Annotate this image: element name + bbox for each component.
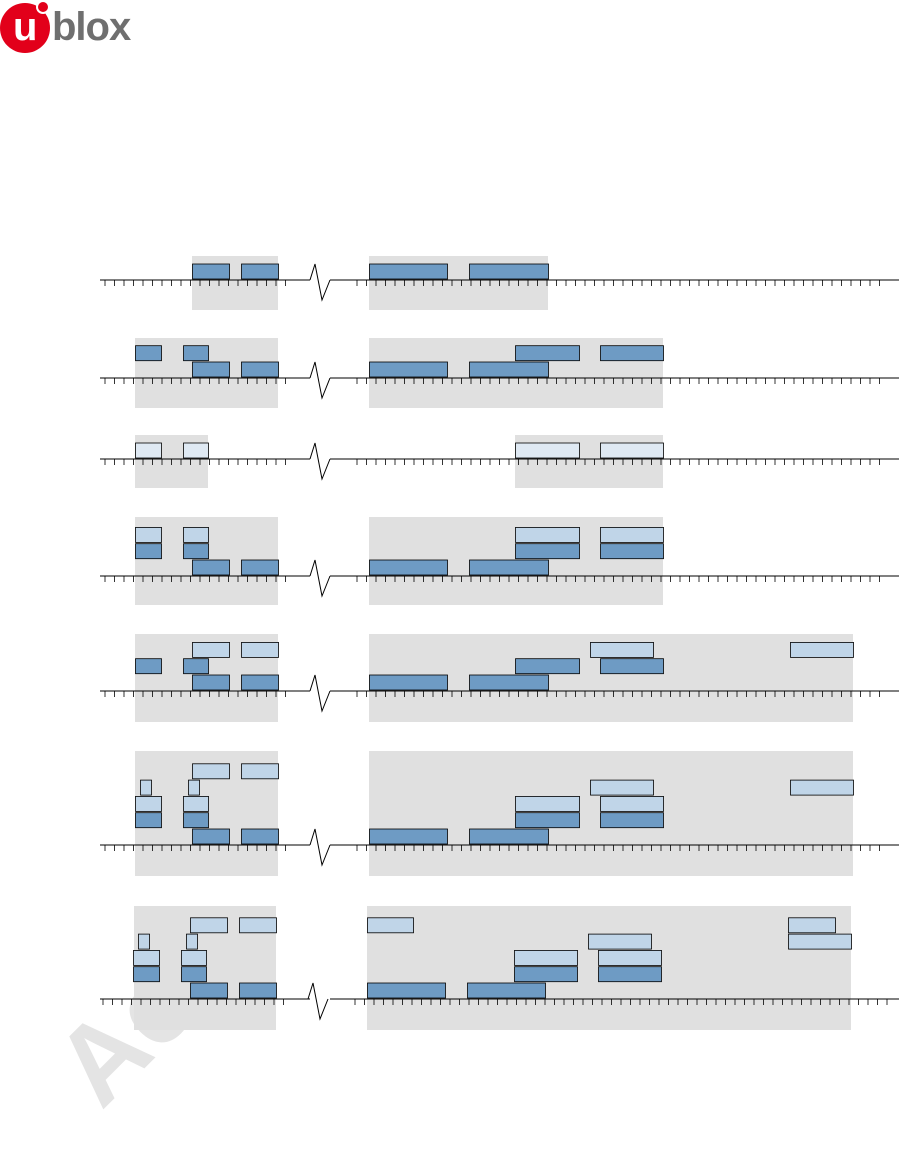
row-2-axis-break-icon [309, 361, 331, 400]
row-7-block-8 [788, 933, 852, 950]
row-4-block-1 [135, 527, 162, 543]
row-6-block-1 [192, 763, 230, 780]
row-6-block-14 [600, 812, 664, 829]
row-6-block-16 [241, 828, 279, 845]
row-3-axis-break-icon [309, 442, 331, 481]
row-7-block-18 [239, 982, 277, 999]
row-6-block-3 [140, 779, 152, 796]
row-6-block-18 [469, 828, 549, 845]
logo-text: blox [52, 5, 131, 49]
row-4-block-2 [183, 527, 209, 543]
row-5-block-11 [369, 674, 448, 691]
row-2-block-7 [369, 361, 448, 378]
row-4-block-5 [135, 543, 162, 560]
row-6-block-6 [790, 779, 854, 796]
row-7-block-15 [514, 966, 578, 983]
row-3-block-1 [135, 442, 162, 459]
row-7-block-14 [181, 966, 207, 983]
row-2-block-1 [135, 345, 162, 362]
row-4-block-3 [515, 527, 580, 543]
row-6-block-10 [600, 796, 664, 812]
row-4-block-4 [600, 527, 664, 543]
row-3-block-2 [183, 442, 209, 459]
row-5-block-12 [469, 674, 549, 691]
row-1-axis-break-icon [309, 263, 331, 302]
row-7-block-9 [133, 950, 160, 966]
row-5-block-8 [600, 658, 664, 675]
row-1-block-1 [192, 263, 230, 280]
row-7-block-19 [367, 982, 446, 999]
row-7-block-2 [239, 917, 277, 934]
row-7-block-7 [588, 933, 652, 950]
row-4-axis-break-icon [309, 559, 331, 598]
row-7-block-6 [186, 933, 198, 950]
row-5-block-5 [135, 658, 162, 675]
row-1-block-3 [369, 263, 448, 280]
row-6-block-4 [188, 779, 200, 796]
row-7-block-5 [138, 933, 150, 950]
row-4-block-10 [241, 559, 279, 576]
row-7-block-17 [190, 982, 228, 999]
row-1-block-4 [469, 263, 549, 280]
row-4-block-7 [515, 543, 580, 560]
row-7-block-12 [598, 950, 662, 966]
row-2-block-5 [192, 361, 230, 378]
row-4-block-11 [369, 559, 448, 576]
row-5-block-3 [590, 642, 654, 658]
row-7-block-16 [598, 966, 662, 983]
row-5-block-7 [515, 658, 580, 675]
row-5-block-4 [790, 642, 854, 658]
row-4-block-8 [600, 543, 664, 560]
row-6-block-13 [515, 812, 580, 829]
row-5-axis-break-icon [309, 674, 331, 713]
row-3-block-3 [515, 442, 580, 459]
row-7-block-3 [367, 917, 414, 934]
row-2-block-3 [515, 345, 580, 362]
logo-spark-icon [36, 0, 50, 14]
row-2-block-8 [469, 361, 549, 378]
row-4-block-9 [192, 559, 230, 576]
row-6-block-8 [183, 796, 209, 812]
logo-u-letter: u [13, 5, 38, 49]
row-2-block-2 [183, 345, 209, 362]
row-6-block-2 [241, 763, 279, 780]
row-1-block-2 [241, 263, 279, 280]
row-5-block-9 [192, 674, 230, 691]
row-6-block-7 [135, 796, 162, 812]
row-6-block-17 [369, 828, 448, 845]
row-2-block-4 [600, 345, 664, 362]
row-5-block-2 [241, 642, 279, 658]
row-7-block-20 [467, 982, 546, 999]
row-4-block-12 [469, 559, 549, 576]
ublox-logo: u blox [0, 0, 160, 56]
row-4-block-6 [183, 543, 209, 560]
row-5-block-1 [192, 642, 230, 658]
row-6-block-15 [192, 828, 230, 845]
row-7-block-10 [181, 950, 207, 966]
row-7-axis-break-icon [307, 982, 329, 1021]
row-6-block-11 [135, 812, 162, 829]
row-6-block-5 [590, 779, 654, 796]
row-7-block-4 [788, 917, 836, 934]
row-7-block-1 [190, 917, 228, 934]
row-2-block-6 [241, 361, 279, 378]
row-7-block-13 [133, 966, 160, 983]
row-7-block-11 [514, 950, 578, 966]
row-6-block-9 [515, 796, 580, 812]
row-5-block-10 [241, 674, 279, 691]
row-5-block-6 [183, 658, 209, 675]
row-6-axis-break-icon [309, 828, 331, 867]
row-3-block-4 [600, 442, 664, 459]
row-6-block-12 [183, 812, 209, 829]
